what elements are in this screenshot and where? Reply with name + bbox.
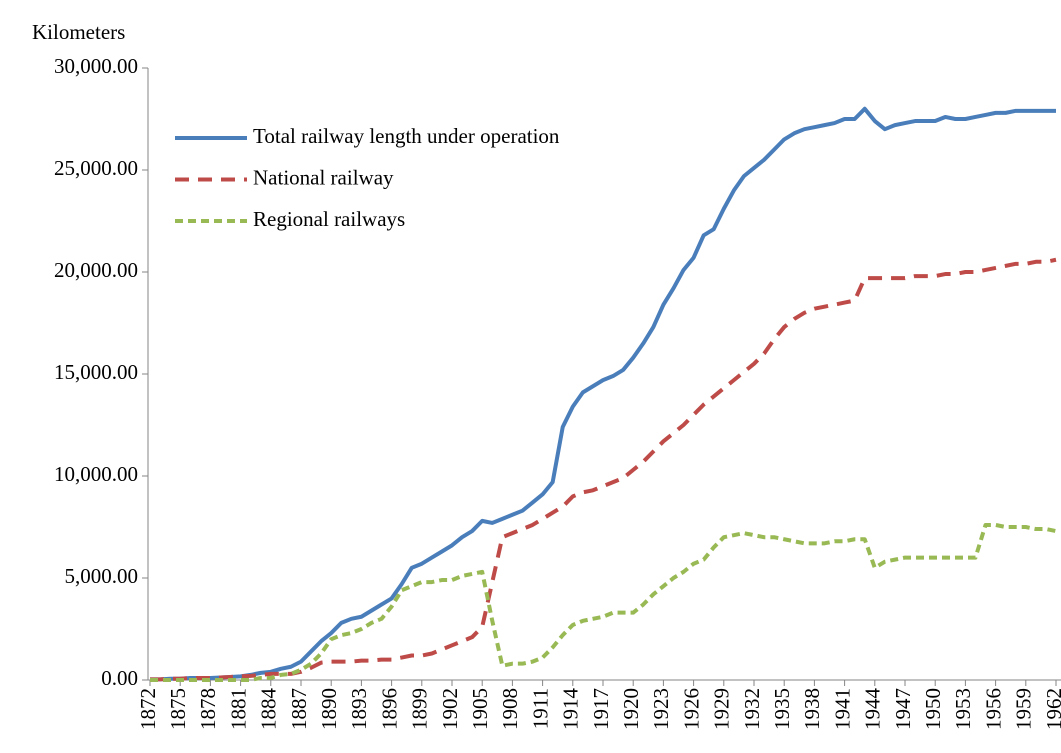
x-tick-label: 1884 bbox=[257, 688, 281, 731]
x-tick-label: 1881 bbox=[226, 688, 250, 730]
legend-label: National railway bbox=[253, 165, 394, 189]
x-tick-label: 1947 bbox=[891, 688, 915, 730]
series-line bbox=[150, 522, 1057, 682]
x-tick-label: 1956 bbox=[981, 688, 1005, 730]
y-axis-label: Kilometers bbox=[32, 20, 125, 44]
legend-label: Regional railways bbox=[253, 207, 405, 231]
legend-label: Total railway length under operation bbox=[253, 124, 560, 148]
y-tick-label: 10,000.00 bbox=[54, 462, 138, 486]
x-tick-label: 1962 bbox=[1042, 688, 1061, 730]
x-tick-label: 1878 bbox=[196, 688, 220, 730]
x-tick-label: 1926 bbox=[679, 688, 703, 730]
series-line bbox=[150, 106, 1056, 682]
x-tick-label: 1875 bbox=[166, 688, 190, 730]
x-tick-label: 1941 bbox=[830, 688, 854, 730]
x-tick-label: 1914 bbox=[559, 688, 583, 731]
y-tick-label: 5,000.00 bbox=[65, 564, 139, 588]
x-tick-label: 1905 bbox=[468, 688, 492, 730]
y-tick-label: 15,000.00 bbox=[54, 360, 138, 384]
x-tick-label: 1911 bbox=[528, 688, 552, 729]
y-tick-label: 0.00 bbox=[101, 666, 138, 690]
series-line bbox=[150, 257, 1057, 682]
x-tick-label: 1923 bbox=[649, 688, 673, 730]
x-tick-label: 1950 bbox=[921, 688, 945, 730]
x-tick-label: 1932 bbox=[740, 688, 764, 730]
x-tick-label: 1920 bbox=[619, 688, 643, 730]
x-tick-label: 1899 bbox=[408, 688, 432, 730]
x-tick-label: 1938 bbox=[800, 688, 824, 730]
x-tick-label: 1908 bbox=[498, 688, 522, 730]
x-tick-label: 1896 bbox=[377, 688, 401, 730]
x-tick-label: 1872 bbox=[136, 688, 160, 730]
x-tick-label: 1953 bbox=[951, 688, 975, 730]
x-tick-label: 1917 bbox=[589, 688, 613, 730]
x-tick-label: 1935 bbox=[770, 688, 794, 730]
y-tick-label: 25,000.00 bbox=[54, 156, 138, 180]
x-tick-label: 1959 bbox=[1012, 688, 1036, 730]
x-tick-label: 1893 bbox=[347, 688, 371, 730]
x-tick-label: 1890 bbox=[317, 688, 341, 730]
x-tick-label: 1887 bbox=[287, 688, 311, 730]
y-tick-label: 20,000.00 bbox=[54, 258, 138, 282]
x-tick-label: 1929 bbox=[710, 688, 734, 730]
y-tick-label: 30,000.00 bbox=[54, 54, 138, 78]
x-tick-label: 1944 bbox=[861, 688, 885, 731]
x-tick-label: 1902 bbox=[438, 688, 462, 730]
